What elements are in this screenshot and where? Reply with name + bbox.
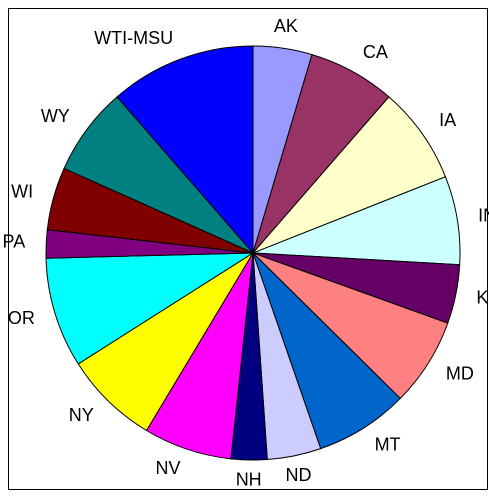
slice-label: WY — [41, 106, 70, 126]
slice-label: IA — [439, 110, 456, 130]
slice-label: NV — [155, 458, 180, 478]
slice-label: PA — [3, 232, 26, 252]
slice-label: NH — [236, 470, 262, 490]
slice-label: WTI-MSU — [94, 28, 173, 48]
slice-label: OR — [8, 308, 35, 328]
slice-label: CA — [363, 42, 388, 62]
slice-label: IN — [478, 205, 489, 225]
pie-slice — [116, 45, 254, 255]
slice-label: NY — [69, 405, 94, 425]
slice-label: KS — [476, 287, 489, 307]
slice-label: AK — [274, 16, 298, 36]
slice-label: MD — [446, 363, 474, 383]
pie-slice — [45, 252, 255, 365]
pie-slice — [77, 252, 254, 432]
pie-slice — [252, 96, 447, 254]
slice-label: WI — [11, 182, 33, 202]
slice-label: MT — [375, 435, 401, 455]
slice-label: ND — [286, 465, 312, 485]
